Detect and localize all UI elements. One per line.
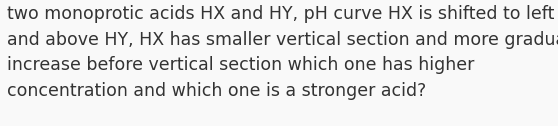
Text: two monoprotic acids HX and HY, pH curve HX is shifted to left
and above HY, HX : two monoprotic acids HX and HY, pH curve… (7, 5, 558, 100)
